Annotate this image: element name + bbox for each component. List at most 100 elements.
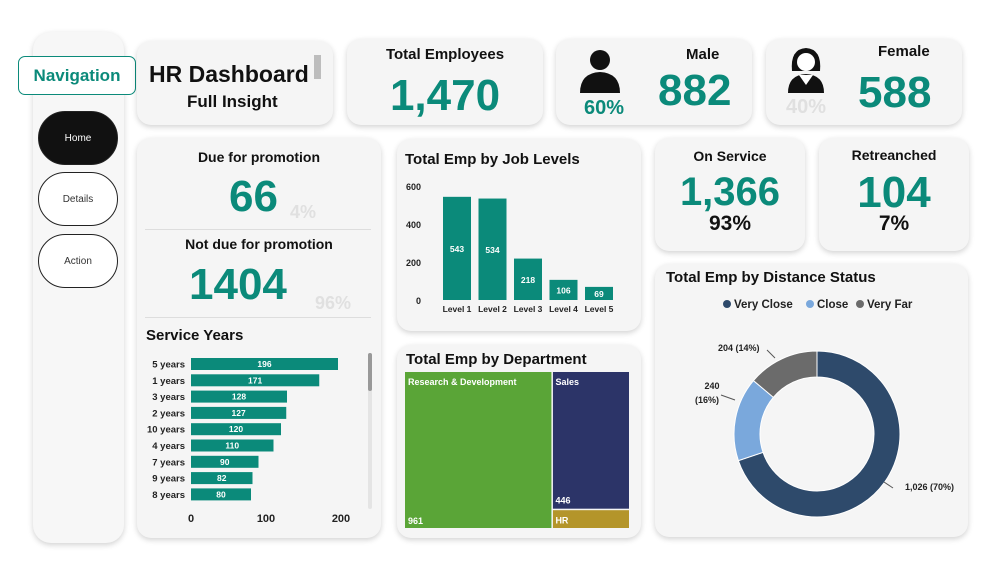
header-card: HR Dashboard Full Insight: [137, 41, 333, 125]
job-levels-category: Level 4: [549, 304, 578, 314]
retrenched-label: Retreanched: [851, 147, 937, 163]
treemap-sales: [552, 372, 629, 509]
treemap-research-development: [405, 372, 552, 528]
service-years-category: 4 years: [152, 441, 185, 452]
department-card: Total Emp by Department Research & Devel…: [397, 345, 641, 538]
job-levels-value: 69: [594, 289, 604, 299]
male-value: 882: [658, 66, 732, 115]
service-years-bar: [191, 472, 253, 485]
job-levels-card: Total Emp by Job Levels 600 400 200 0 543 Lev…: [397, 139, 641, 331]
service-years-chart: 5 years 196 1 years 171 3 years 128 2 years 127…: [147, 358, 350, 525]
page-subtitle: Full Insight: [187, 92, 278, 111]
service-years-bar: [191, 488, 251, 501]
male-percent: 60%: [584, 97, 625, 119]
distance-card: Total Emp by Distance Status Very Close C…: [655, 264, 968, 537]
service-years-bar: [191, 358, 338, 370]
scrollbar-thumb[interactable]: [368, 353, 372, 391]
job-levels-tick: 0: [416, 296, 421, 306]
department-treemap: Research & Development 961 Sales 446 HR: [405, 372, 629, 528]
service-years-value: 110: [225, 441, 239, 451]
male-icon: [580, 50, 620, 93]
job-levels-tick: 200: [406, 258, 421, 268]
treemap-value: 961: [408, 516, 423, 526]
service-years-title: Service Years: [146, 327, 244, 344]
due-promotion-percent: 4%: [290, 202, 317, 222]
service-years-value: 127: [232, 408, 246, 418]
legend-marker: [856, 300, 864, 308]
female-icon: [788, 48, 824, 93]
distance-title: Total Emp by Distance Status: [666, 269, 876, 286]
service-years-tick: 200: [332, 513, 350, 525]
legend-marker: [806, 300, 814, 308]
nav-details-button[interactable]: Details: [38, 172, 118, 226]
job-levels-value: 543: [450, 244, 464, 254]
job-levels-category: Level 3: [514, 304, 543, 314]
service-years-category: 2 years: [152, 408, 185, 419]
job-levels-bar: [514, 258, 542, 300]
donut-slice: [737, 350, 901, 518]
on-service-percent: 93%: [708, 212, 752, 235]
female-label: Female: [878, 43, 930, 60]
nav-home-button[interactable]: Home: [38, 111, 118, 165]
job-levels-title: Total Emp by Job Levels: [405, 151, 580, 168]
treemap-label: HR: [555, 516, 568, 526]
retrenched-card: Retreanched 104 7%: [819, 138, 969, 251]
service-years-category: 9 years: [152, 474, 185, 485]
job-levels-category: Level 5: [585, 304, 614, 314]
job-levels-bar: [549, 279, 578, 300]
promotion-divider: [145, 229, 371, 230]
donut-label: 204 (14%): [718, 343, 760, 353]
service-years-category: 10 years: [147, 425, 185, 436]
female-value: 588: [858, 68, 932, 117]
service-years-tick: 0: [188, 513, 194, 525]
legend-marker: [723, 300, 731, 308]
legend-label: Close: [817, 299, 848, 311]
service-years-category: 3 years: [152, 392, 185, 403]
legend-label: Very Close: [734, 299, 793, 311]
service-years-value: 196: [257, 359, 271, 369]
job-levels-bar: [585, 286, 613, 300]
total-employees-label: Total Employees: [385, 46, 505, 63]
male-card: 60% Male 882: [556, 39, 752, 125]
service-years-bar: [191, 374, 320, 387]
service-years-category: 1 years: [152, 376, 185, 387]
job-levels-chart: 600 400 200 0 543 Level 1 534 Level 2 218 Level 3…: [406, 182, 614, 314]
service-years-value: 120: [229, 424, 243, 434]
male-label: Male: [686, 46, 720, 63]
promotion-card: Due for promotion 66 4% Not due for prom…: [137, 138, 381, 538]
treemap-label: Sales: [555, 377, 579, 387]
on-service-value: 1,366: [679, 170, 781, 214]
job-levels-bar: [478, 198, 507, 300]
total-employees-card: Total Employees 1,470: [347, 39, 543, 125]
service-years-category: 8 years: [152, 490, 185, 501]
not-due-promotion-percent: 96%: [315, 293, 352, 313]
donut-leader: [883, 481, 894, 489]
service-years-value: 82: [217, 473, 227, 483]
on-service-card: On Service 1,366 93%: [655, 138, 805, 251]
not-due-promotion-value: 1404: [189, 260, 287, 309]
retrenched-value: 104: [857, 168, 931, 217]
donut-label: 1,026 (70%): [905, 482, 954, 492]
service-years-scrollbar[interactable]: [368, 353, 372, 509]
nav-action-button[interactable]: Action: [38, 234, 118, 288]
job-levels-value: 218: [521, 275, 535, 285]
service-years-bar: [191, 406, 287, 419]
job-levels-value: 534: [485, 245, 499, 255]
service-years-value: 128: [232, 392, 246, 402]
service-years-value: 171: [248, 375, 262, 385]
service-years-value: 80: [216, 489, 226, 499]
service-years-category: 7 years: [152, 457, 185, 468]
on-service-label: On Service: [693, 148, 767, 164]
female-card: 40% Female 588: [766, 39, 962, 125]
total-employees-value: 1,470: [389, 71, 501, 120]
donut-leader: [720, 394, 736, 401]
job-levels-value: 106: [556, 285, 570, 295]
job-levels-tick: 600: [406, 182, 421, 192]
promotion-divider-2: [145, 317, 371, 318]
service-years-tick: 100: [257, 513, 275, 525]
service-years-category: 5 years: [152, 360, 185, 371]
treemap-label: Research & Development: [408, 377, 517, 387]
job-levels-category: Level 2: [478, 304, 507, 314]
not-due-promotion-label: Not due for promotion: [185, 236, 333, 252]
service-years-value: 90: [220, 457, 230, 467]
